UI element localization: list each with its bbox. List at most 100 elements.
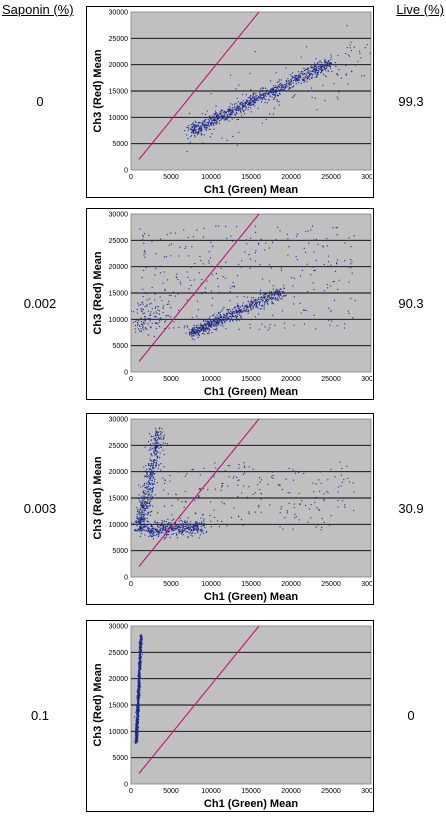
data-point: [144, 518, 146, 520]
data-point: [143, 269, 145, 271]
data-point: [317, 524, 319, 526]
data-point: [159, 433, 161, 435]
data-point: [330, 58, 332, 61]
data-point: [138, 726, 140, 728]
data-point: [358, 50, 361, 52]
data-point: [152, 534, 154, 536]
data-point: [291, 277, 293, 279]
data-point: [223, 314, 225, 316]
data-point: [346, 25, 348, 27]
data-point: [190, 534, 192, 536]
data-point: [213, 117, 215, 119]
data-point: [146, 486, 149, 488]
data-point: [209, 325, 211, 327]
data-point: [197, 309, 199, 311]
data-point: [277, 95, 279, 97]
data-point: [346, 465, 348, 467]
data-point: [188, 255, 190, 257]
data-point: [139, 649, 141, 651]
data-point: [217, 117, 219, 119]
data-point: [161, 444, 164, 446]
data-point: [136, 731, 138, 733]
data-point: [170, 232, 172, 234]
data-point: [238, 479, 240, 481]
data-point: [208, 251, 210, 253]
data-point: [264, 87, 267, 89]
data-point: [140, 516, 142, 518]
data-point: [291, 75, 293, 77]
data-point: [151, 308, 153, 310]
data-point: [201, 112, 203, 115]
data-point: [148, 490, 150, 492]
data-point: [353, 46, 355, 48]
data-point: [141, 636, 143, 638]
data-point: [143, 498, 145, 500]
data-point: [158, 443, 160, 445]
data-point: [165, 526, 167, 528]
data-point: [158, 523, 160, 525]
data-point: [137, 713, 139, 715]
data-point: [248, 310, 250, 312]
data-point: [225, 225, 227, 228]
data-point: [136, 708, 138, 710]
data-point: [143, 521, 145, 523]
data-point: [164, 479, 166, 481]
data-point: [138, 521, 141, 523]
data-point: [165, 537, 167, 539]
data-point: [321, 526, 323, 529]
data-point: [153, 459, 155, 461]
live-header: Live (%): [396, 2, 444, 17]
data-point: [213, 120, 215, 122]
data-point: [158, 531, 160, 533]
data-point: [299, 73, 301, 75]
data-point: [296, 259, 298, 261]
data-point: [208, 123, 210, 125]
data-point: [140, 648, 142, 651]
data-point: [141, 520, 143, 522]
data-point: [237, 484, 239, 486]
data-point: [276, 81, 278, 83]
data-point: [150, 327, 152, 329]
data-point: [241, 115, 243, 117]
data-point: [134, 320, 136, 323]
data-point: [350, 258, 352, 261]
data-point: [206, 322, 208, 324]
data-point: [224, 113, 226, 115]
data-point: [140, 647, 142, 649]
data-point: [244, 101, 246, 103]
data-point: [294, 75, 296, 77]
data-point: [140, 330, 142, 333]
data-point: [142, 502, 144, 504]
data-point: [223, 292, 225, 294]
data-point: [148, 488, 150, 490]
data-point: [192, 524, 194, 526]
data-point: [135, 732, 137, 734]
data-point: [134, 716, 136, 718]
data-point: [178, 531, 180, 533]
data-point: [218, 117, 220, 119]
data-point: [236, 306, 239, 308]
data-point: [160, 528, 162, 530]
data-point: [191, 316, 193, 319]
data-point: [147, 528, 149, 530]
data-point: [214, 122, 216, 124]
data-point: [208, 120, 210, 122]
data-point: [275, 297, 277, 300]
data-point: [270, 497, 273, 499]
data-point: [181, 533, 183, 535]
data-point: [247, 309, 250, 311]
data-point: [252, 306, 254, 308]
data-point: [148, 468, 150, 470]
data-point: [278, 84, 281, 86]
data-point: [204, 324, 207, 326]
data-point: [293, 507, 295, 509]
data-point: [141, 519, 143, 521]
data-point: [218, 291, 220, 294]
data-point: [209, 325, 211, 328]
data-point: [161, 531, 163, 533]
data-point: [232, 282, 234, 284]
data-point: [271, 92, 273, 94]
data-point: [136, 510, 139, 512]
data-point: [141, 638, 144, 640]
data-point: [304, 309, 306, 311]
